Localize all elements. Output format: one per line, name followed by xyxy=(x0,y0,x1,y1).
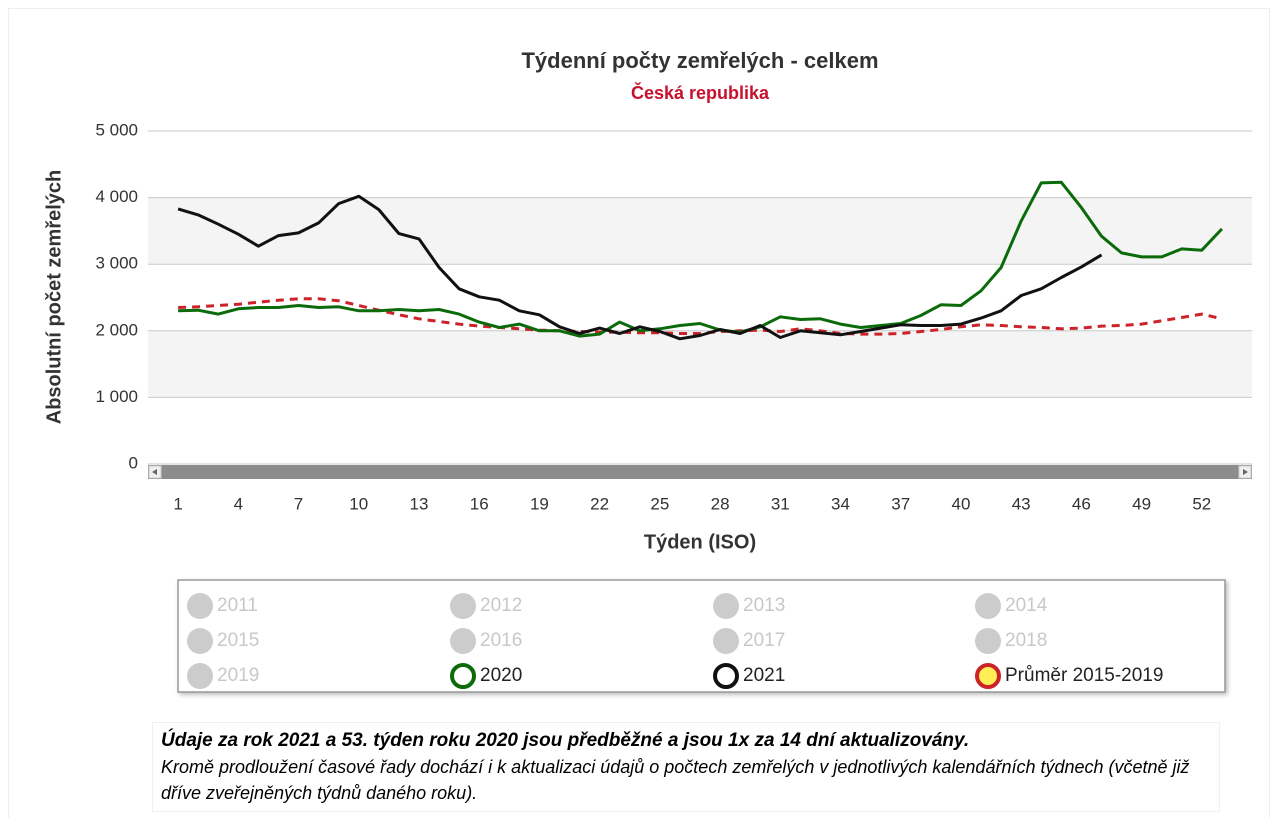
x-tick-label: 43 xyxy=(1012,494,1031,513)
legend-marker[interactable] xyxy=(975,593,1001,619)
legend-box xyxy=(177,579,1226,693)
legend-label[interactable]: 2017 xyxy=(743,630,785,651)
x-tick-label: 49 xyxy=(1132,494,1151,513)
y-tick-label: 1 000 xyxy=(95,387,138,406)
note-bold: Údaje za rok 2021 a 53. týden roku 2020 … xyxy=(161,730,970,751)
grid-band xyxy=(148,330,1252,398)
y-tick-label: 3 000 xyxy=(95,254,138,273)
x-tick-label: 52 xyxy=(1192,494,1211,513)
x-tick-label: 40 xyxy=(951,494,970,513)
legend-marker[interactable] xyxy=(187,593,213,619)
x-tick-label: 31 xyxy=(771,494,790,513)
arrow-right xyxy=(1243,469,1248,475)
legend-label[interactable]: 2012 xyxy=(480,595,522,616)
x-tick-label: 13 xyxy=(410,494,429,513)
x-tick-label: 7 xyxy=(294,494,303,513)
x-tick-label: 37 xyxy=(891,494,910,513)
legend-marker[interactable] xyxy=(713,663,739,689)
scrollbar-track[interactable] xyxy=(148,465,1252,479)
note-text: Kromě prodloužení časové řady dochází i … xyxy=(161,757,1190,803)
x-tick-label: 25 xyxy=(650,494,669,513)
legend-marker[interactable] xyxy=(713,628,739,654)
x-axis-title: Týden (ISO) xyxy=(644,531,756,553)
line-series xyxy=(178,180,1223,338)
scrollbar[interactable] xyxy=(148,465,1252,479)
y-tick-label: 0 xyxy=(129,453,138,472)
y-tick-label: 2 000 xyxy=(95,320,138,339)
y-axis-title: Absolutní počet zemřelých xyxy=(43,170,65,425)
legend-marker[interactable] xyxy=(975,628,1001,654)
legend-marker[interactable] xyxy=(450,663,476,689)
legend-label[interactable]: Průměr 2015-2019 xyxy=(1005,665,1163,686)
legend-label[interactable]: 2019 xyxy=(217,665,259,686)
chart-subtitle: Česká republika xyxy=(631,82,770,103)
chart-title: Týdenní počty zemřelých - celkem xyxy=(521,48,878,73)
legend-marker[interactable] xyxy=(187,628,213,654)
legend-label[interactable]: 2015 xyxy=(217,630,259,651)
arrow-left xyxy=(152,469,157,475)
y-tick-label: 5 000 xyxy=(95,120,138,139)
note: Údaje za rok 2021 a 53. týden roku 2020 … xyxy=(152,722,1220,812)
x-tick-label: 19 xyxy=(530,494,549,513)
legend-marker[interactable] xyxy=(975,663,1001,689)
grid-band xyxy=(148,197,1252,265)
x-tick-label: 4 xyxy=(234,494,243,513)
x-tick-label: 28 xyxy=(711,494,730,513)
legend-label[interactable]: 2016 xyxy=(480,630,522,651)
chart: Týdenní počty zemřelých - celkem Česká r… xyxy=(43,48,1252,693)
legend-label[interactable]: 2021 xyxy=(743,665,785,686)
frame xyxy=(8,8,1270,818)
x-tick-label: 16 xyxy=(470,494,489,513)
x-tick-label: 34 xyxy=(831,494,850,513)
x-tick-label: 10 xyxy=(349,494,368,513)
legend-label[interactable]: 2014 xyxy=(1005,595,1048,616)
legend-marker[interactable] xyxy=(187,663,213,689)
legend-label[interactable]: 2020 xyxy=(480,665,522,686)
x-tick-label: 46 xyxy=(1072,494,1091,513)
legend-label[interactable]: 2018 xyxy=(1005,630,1047,651)
legend-marker[interactable] xyxy=(713,593,739,619)
legend-marker[interactable] xyxy=(450,628,476,654)
plot-bg xyxy=(148,131,1252,464)
legend-label[interactable]: 2011 xyxy=(217,595,258,616)
line-series xyxy=(177,194,1103,341)
x-tick-label: 22 xyxy=(590,494,609,513)
legend-marker[interactable] xyxy=(450,593,476,619)
line-series xyxy=(178,297,1223,336)
y-tick-label: 4 000 xyxy=(95,187,138,206)
x-tick-label: 1 xyxy=(173,494,182,513)
legend-label[interactable]: 2013 xyxy=(743,595,785,616)
